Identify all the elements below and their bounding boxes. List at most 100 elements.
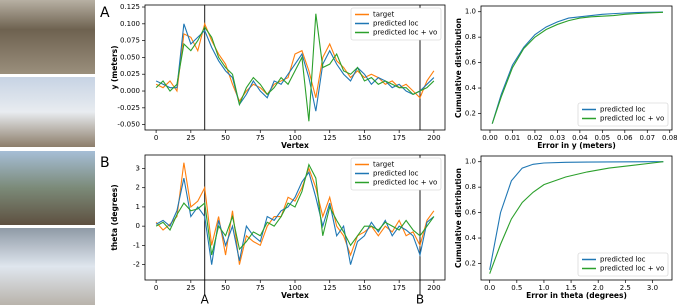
data-line bbox=[489, 161, 664, 274]
y-tick-label: 0 bbox=[136, 222, 140, 230]
legend-label: predicted loc bbox=[600, 106, 646, 114]
y-axis-label: y (meters) bbox=[110, 45, 119, 89]
y-tick-label: -0.050 bbox=[117, 121, 140, 129]
panel-label: A bbox=[100, 5, 110, 21]
x-tick-label: 0.07 bbox=[639, 134, 655, 142]
data-line bbox=[489, 161, 664, 270]
data-line bbox=[155, 171, 435, 265]
legend-label: predicted loc + vo bbox=[373, 179, 437, 187]
y-tick-label: 0.8 bbox=[465, 183, 476, 191]
y-axis-label: theta (degrees) bbox=[110, 184, 119, 250]
x-axis-label: Error in theta (degrees) bbox=[526, 291, 627, 300]
legend-label: predicted loc bbox=[373, 20, 419, 28]
x-tick-label: 175 bbox=[392, 284, 405, 292]
x-tick-label: 0.01 bbox=[505, 134, 521, 142]
y-tick-label: 0.2 bbox=[465, 109, 476, 117]
y-tick-label: 0.2 bbox=[465, 259, 476, 267]
x-tick-label: 50 bbox=[221, 284, 230, 292]
legend-label: predicted loc + vo bbox=[600, 115, 664, 123]
x-tick-label: 0.0 bbox=[484, 284, 495, 292]
x-tick-label: 0.08 bbox=[662, 134, 677, 142]
legend-label: target bbox=[373, 11, 395, 19]
y-tick-label: 0.125 bbox=[120, 3, 140, 11]
legend-label: predicted loc bbox=[600, 256, 646, 264]
legend-box bbox=[577, 102, 669, 127]
y-tick-label: 0.6 bbox=[465, 209, 477, 217]
x-tick-label: 75 bbox=[256, 284, 265, 292]
y-tick-label: 0.000 bbox=[120, 87, 140, 95]
y-tick-label: -1 bbox=[133, 241, 140, 249]
x-tick-label: 0.5 bbox=[511, 284, 522, 292]
x-tick-label: 150 bbox=[358, 284, 371, 292]
y-tick-label: 0.100 bbox=[120, 20, 140, 28]
x-tick-label: 0.02 bbox=[527, 134, 543, 142]
data-line bbox=[491, 11, 664, 124]
x-tick-label: 0.04 bbox=[572, 134, 588, 142]
y-tick-label: 0.025 bbox=[120, 70, 140, 78]
photo bbox=[0, 77, 95, 147]
y-tick-label: 0.6 bbox=[465, 59, 477, 67]
x-tick-label: 100 bbox=[288, 134, 301, 142]
y-tick-label: 0.4 bbox=[465, 234, 477, 242]
x-tick-label: 0.06 bbox=[617, 134, 633, 142]
plot-frame bbox=[480, 155, 673, 281]
x-tick-label: 50 bbox=[221, 134, 230, 142]
x-tick-label: 125 bbox=[323, 134, 336, 142]
photo bbox=[0, 228, 95, 305]
plot-frame bbox=[144, 4, 446, 131]
x-tick-label: 25 bbox=[186, 134, 195, 142]
legend-label: predicted loc + vo bbox=[600, 265, 664, 273]
x-axis-label: Vertex bbox=[281, 141, 309, 150]
data-line bbox=[491, 11, 664, 124]
panel-label: B bbox=[100, 155, 110, 171]
x-tick-label: 0 bbox=[154, 284, 158, 292]
x-axis-label: Vertex bbox=[281, 291, 309, 300]
x-tick-label: 1.0 bbox=[538, 284, 549, 292]
x-axis-label: Error in y (meters) bbox=[537, 141, 616, 150]
legend-box bbox=[577, 252, 669, 277]
x-tick-label: 125 bbox=[323, 284, 336, 292]
legend-label: predicted loc + vo bbox=[373, 29, 437, 37]
legend-box bbox=[350, 157, 442, 191]
y-tick-label: 1.0 bbox=[465, 8, 476, 16]
y-tick-label: 0.075 bbox=[120, 37, 140, 45]
data-line bbox=[155, 163, 435, 256]
legend-label: predicted loc bbox=[373, 170, 419, 178]
plot-frame bbox=[480, 5, 673, 131]
x-tick-label: 1.5 bbox=[566, 284, 577, 292]
x-tick-label: 0.05 bbox=[595, 134, 611, 142]
y-axis-label: Cumulative distribution bbox=[454, 18, 463, 118]
y-tick-label: 2 bbox=[136, 184, 140, 192]
photo bbox=[0, 0, 95, 74]
x-tick-label: 2.5 bbox=[620, 284, 631, 292]
x-tick-label: 175 bbox=[392, 134, 405, 142]
x-tick-label: 3.0 bbox=[647, 284, 658, 292]
y-tick-label: 0.050 bbox=[120, 53, 140, 61]
y-tick-label: -0.025 bbox=[117, 104, 140, 112]
y-tick-label: -2 bbox=[133, 261, 140, 269]
marker-label: A bbox=[201, 293, 210, 305]
legend-label: target bbox=[373, 161, 395, 169]
data-line bbox=[155, 13, 435, 122]
y-tick-label: 1.0 bbox=[465, 158, 476, 166]
y-tick-label: 0.8 bbox=[465, 33, 476, 41]
x-tick-label: 200 bbox=[427, 134, 440, 142]
x-tick-label: 75 bbox=[256, 134, 265, 142]
y-axis-label: Cumulative distribution bbox=[454, 168, 463, 268]
x-tick-label: 2.0 bbox=[593, 284, 604, 292]
x-tick-label: 0.03 bbox=[550, 134, 566, 142]
x-tick-label: 200 bbox=[427, 284, 440, 292]
x-tick-label: 0.00 bbox=[482, 134, 498, 142]
plot-frame bbox=[144, 154, 446, 281]
photo bbox=[0, 151, 95, 225]
marker-label: B bbox=[416, 293, 424, 305]
y-tick-label: 3 bbox=[136, 164, 140, 172]
x-tick-label: 100 bbox=[288, 284, 301, 292]
x-tick-label: 0 bbox=[154, 134, 158, 142]
y-tick-label: 1 bbox=[136, 203, 140, 211]
x-tick-label: 25 bbox=[186, 284, 195, 292]
legend-box bbox=[350, 7, 442, 41]
y-tick-label: 0.4 bbox=[465, 84, 477, 92]
data-line bbox=[155, 162, 435, 265]
